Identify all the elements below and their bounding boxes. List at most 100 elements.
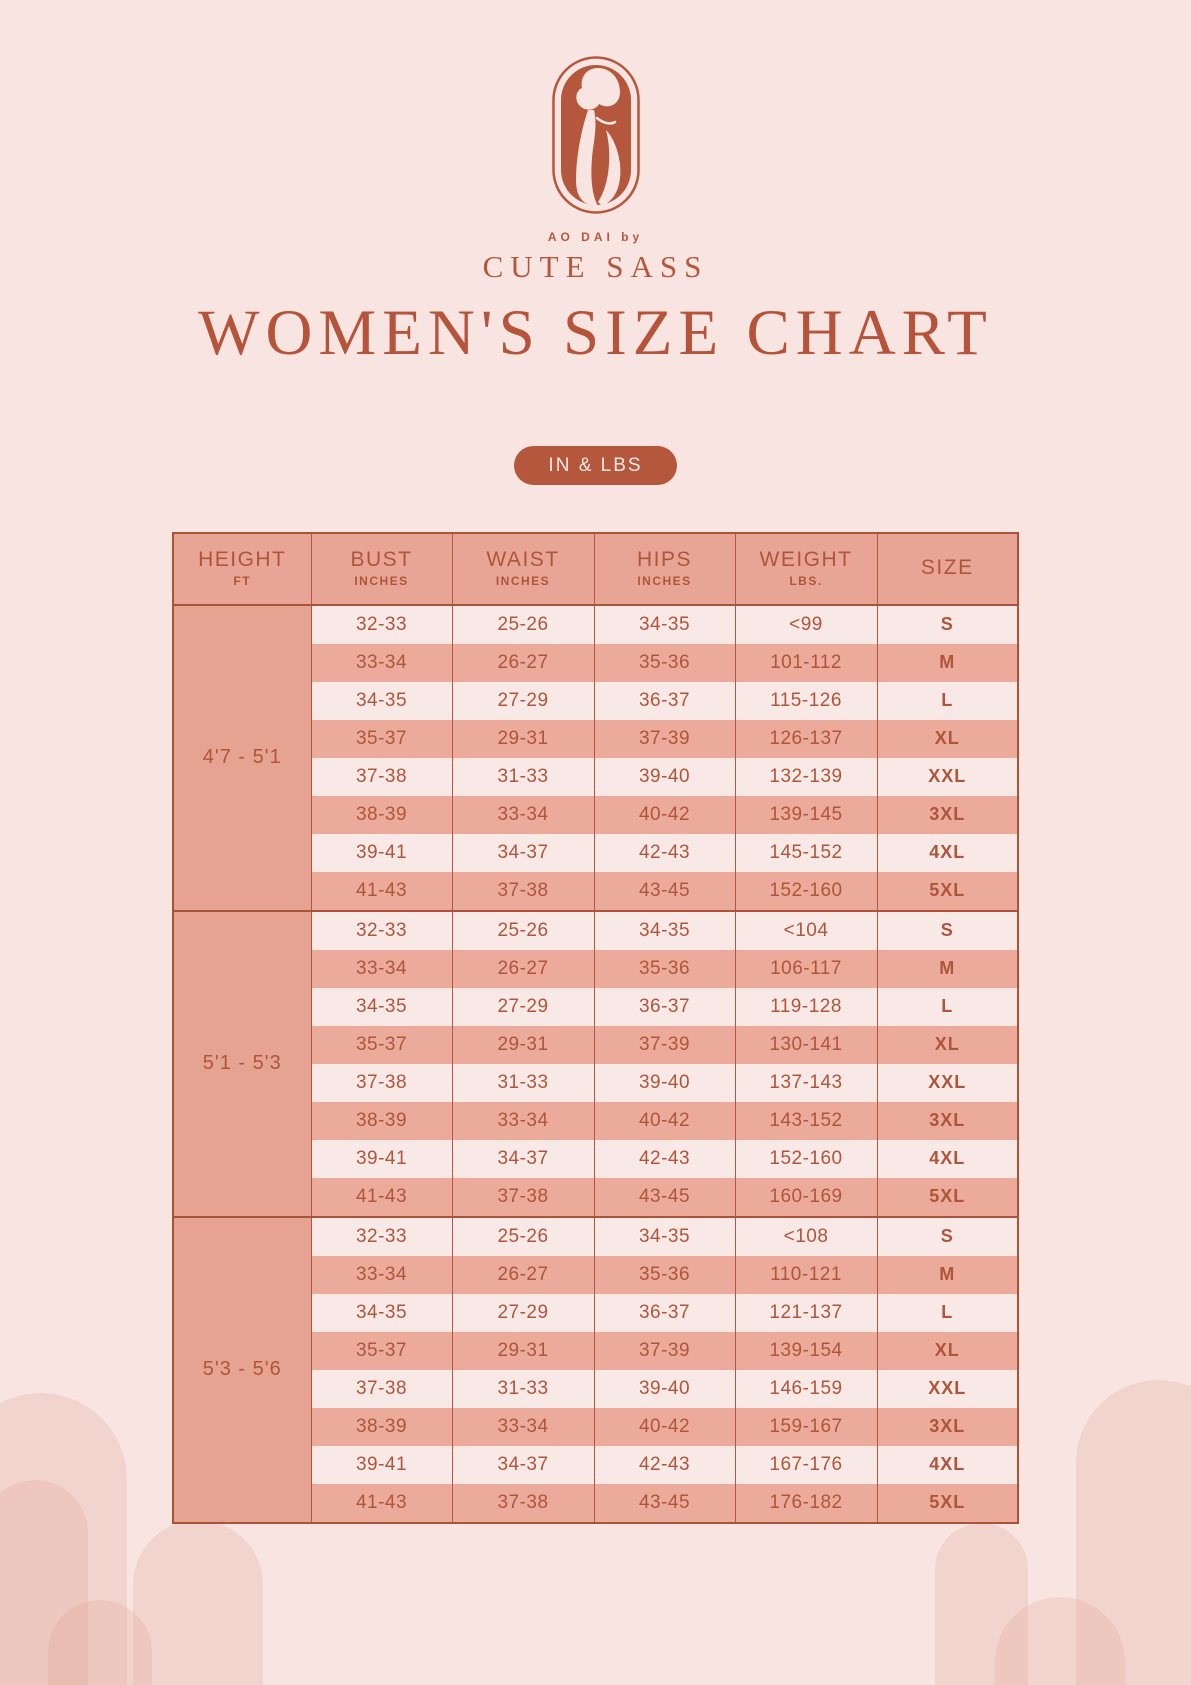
size-value-cell: L [876,1293,1019,1332]
size-value-cell: 3XL [876,795,1019,834]
size-value-cell: M [876,643,1019,682]
measurement-cell: 176-182 [734,1483,878,1523]
measurement-cell: 38-39 [310,795,453,834]
decorative-arch [133,1520,263,1685]
measurement-cell: 132-139 [734,757,878,796]
measurement-cell: 33-34 [451,1407,595,1446]
measurement-cell: 40-42 [593,1407,736,1446]
measurement-cell: 34-35 [593,1215,736,1256]
measurement-cell: 35-37 [310,1025,453,1064]
measurement-cell: 37-38 [451,1177,595,1217]
measurement-cell: 34-35 [593,909,736,950]
size-row: 5'3 - 5'6 32-33 25-26 34-35 <108 S [172,1215,1019,1523]
column-header-weight: WEIGHT LBS. [734,532,878,606]
size-row: 35-37 29-31 37-39 130-141 XL [173,1025,1019,1064]
size-value-cell: M [876,949,1019,988]
size-value-cell: 4XL [876,1139,1019,1178]
size-row: 39-41 34-37 42-43 167-176 4XL [173,1445,1019,1484]
size-value-cell: 5XL [876,1177,1019,1217]
size-value-cell: 3XL [876,1101,1019,1140]
measurement-cell: 34-35 [593,603,736,644]
measurement-cell: 37-38 [310,1063,453,1102]
measurement-cell: 39-40 [593,1369,736,1408]
size-value-cell: S [876,1215,1019,1256]
measurement-cell: 33-34 [310,643,453,682]
measurement-cell: 119-128 [734,987,878,1026]
size-row: 35-37 29-31 37-39 126-137 XL [173,719,1019,758]
units-badge: IN & LBS [514,445,677,485]
size-value-cell: S [876,909,1019,950]
measurement-cell: 40-42 [593,795,736,834]
measurement-cell: 35-36 [593,1255,736,1294]
measurement-cell: 121-137 [734,1293,878,1332]
size-row: 33-34 26-27 35-36 101-112 M [173,643,1019,682]
measurement-cell: 110-121 [734,1255,878,1294]
measurement-cell: 31-33 [451,757,595,796]
size-row: 38-39 33-34 40-42 143-152 3XL [173,1101,1019,1140]
measurement-cell: 25-26 [451,1215,595,1256]
size-value-cell: 4XL [876,833,1019,872]
measurement-cell: 35-37 [310,1331,453,1370]
measurement-cell: 29-31 [451,1331,595,1370]
height-range-cell: 4'7 - 5'1 [172,603,312,911]
column-header-size: SIZE [876,532,1019,606]
measurement-cell: 160-169 [734,1177,878,1217]
size-row: 34-35 27-29 36-37 121-137 L [173,1293,1019,1332]
measurement-cell: 41-43 [310,1483,453,1523]
size-row: 37-38 31-33 39-40 146-159 XXL [173,1369,1019,1408]
measurement-cell: 37-38 [451,871,595,911]
size-row: 39-41 34-37 42-43 152-160 4XL [173,1139,1019,1178]
decorative-arch [1076,1380,1191,1685]
size-chart-table: HEIGHT FT BUST INCHES WAIST INCHES HIPS … [172,531,1019,1524]
table-header-row: HEIGHT FT BUST INCHES WAIST INCHES HIPS … [172,532,1019,606]
size-row: 4'7 - 5'1 32-33 25-26 34-35 <99 S [172,603,1019,911]
measurement-cell: 143-152 [734,1101,878,1140]
size-value-cell: XXL [876,1369,1019,1408]
measurement-cell: 39-40 [593,757,736,796]
size-value-cell: L [876,681,1019,720]
brand-tagline: AO DAI by [547,230,644,244]
measurement-cell: 145-152 [734,833,878,872]
measurement-cell: <108 [734,1215,878,1256]
measurement-cell: 39-41 [310,1139,453,1178]
measurement-cell: 137-143 [734,1063,878,1102]
decorative-arch [0,1393,127,1685]
measurement-cell: 34-37 [451,1139,595,1178]
measurement-cell: 152-160 [734,1139,878,1178]
measurement-cell: 32-33 [310,1215,453,1256]
size-row: 38-39 33-34 40-42 159-167 3XL [173,1407,1019,1446]
size-row: 5'1 - 5'3 32-33 25-26 34-35 <104 S [172,909,1019,1217]
measurement-cell: 32-33 [310,909,453,950]
measurement-cell: 34-37 [451,1445,595,1484]
size-row: 37-38 31-33 39-40 137-143 XXL [173,1063,1019,1102]
measurement-cell: 25-26 [451,909,595,950]
measurement-cell: 37-38 [310,1369,453,1408]
measurement-cell: 139-154 [734,1331,878,1370]
size-row: 38-39 33-34 40-42 139-145 3XL [173,795,1019,834]
measurement-cell: 37-39 [593,1025,736,1064]
measurement-cell: 146-159 [734,1369,878,1408]
measurement-cell: 36-37 [593,681,736,720]
measurement-cell: 41-43 [310,871,453,911]
measurement-cell: 29-31 [451,1025,595,1064]
measurement-cell: 27-29 [451,987,595,1026]
measurement-cell: 34-35 [310,1293,453,1332]
measurement-cell: 152-160 [734,871,878,911]
measurement-cell: 39-41 [310,1445,453,1484]
measurement-cell: 31-33 [451,1369,595,1408]
measurement-cell: 37-39 [593,1331,736,1370]
measurement-cell: 33-34 [451,795,595,834]
measurement-cell: 126-137 [734,719,878,758]
measurement-cell: 31-33 [451,1063,595,1102]
size-row: 41-43 37-38 43-45 152-160 5XL [173,871,1019,911]
measurement-cell: 130-141 [734,1025,878,1064]
measurement-cell: 26-27 [451,1255,595,1294]
measurement-cell: 115-126 [734,681,878,720]
measurement-cell: 32-33 [310,603,453,644]
measurement-cell: 34-35 [310,987,453,1026]
measurement-cell: <99 [734,603,878,644]
column-header-bust: BUST INCHES [310,532,453,606]
measurement-cell: 29-31 [451,719,595,758]
measurement-cell: 37-38 [451,1483,595,1523]
